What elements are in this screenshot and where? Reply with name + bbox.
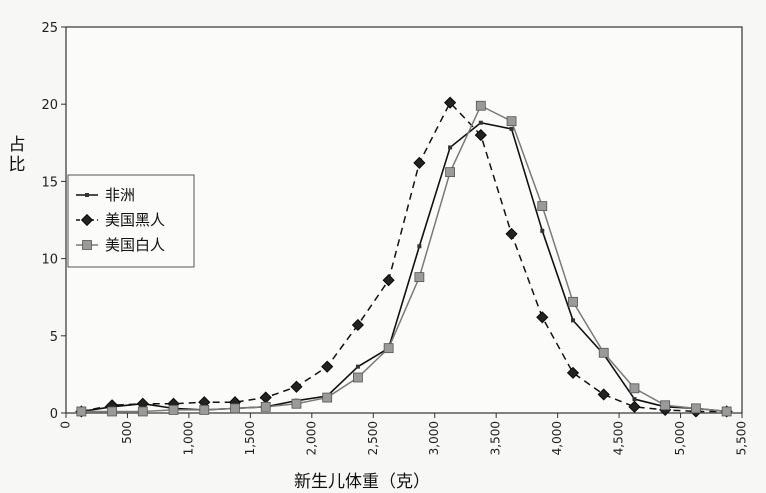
series-us-white [76, 100, 732, 417]
x-tick-label: 5,500 [735, 421, 749, 455]
y-tick-label: 5 [50, 330, 58, 345]
data-point [660, 400, 671, 411]
data-point [137, 406, 148, 417]
x-tick-label: 1,000 [181, 421, 195, 455]
x-tick-label: 0 [59, 421, 73, 429]
y-tick-label: 15 [41, 175, 58, 190]
data-point [536, 311, 549, 324]
x-tick-label: 500 [120, 421, 134, 444]
x-tick-label: 3,000 [427, 421, 441, 455]
data-point [475, 100, 486, 111]
series-line [81, 104, 727, 413]
x-axis-ticks: 0 500 1,000 1,500 2,000 2,500 3,000 3,500 4,000 4… [59, 413, 749, 455]
y-tick-label: 0 [50, 407, 58, 422]
x-tick-label: 2,500 [366, 421, 380, 455]
data-point [230, 403, 240, 414]
x-tick-label: 4,000 [550, 421, 564, 455]
data-point [571, 318, 575, 323]
data-point [321, 360, 334, 373]
x-tick-label: 1,500 [243, 421, 257, 455]
data-point [509, 126, 514, 131]
series-line [81, 101, 727, 413]
data-point [445, 167, 455, 178]
data-point [291, 398, 302, 409]
data-point [474, 129, 487, 142]
y-axis-ticks: 0 5 10 15 20 25 [41, 21, 66, 422]
data-point [351, 318, 364, 332]
data-point [353, 372, 363, 383]
data-point [568, 296, 578, 307]
legend-label: 美国白人 [105, 236, 165, 254]
data-point [448, 145, 453, 150]
y-tick-label: 25 [41, 21, 58, 36]
data-point [382, 274, 395, 287]
data-point [414, 272, 425, 283]
legend-swatch-marker [80, 213, 94, 227]
data-point [537, 201, 548, 212]
data-point [629, 383, 640, 394]
data-point [628, 400, 641, 413]
y-axis-title: 占比 [9, 135, 26, 175]
x-tick-label: 5,000 [673, 421, 687, 455]
legend-label: 非洲 [105, 186, 135, 204]
data-point [478, 120, 483, 125]
data-point [76, 406, 87, 417]
data-point [168, 405, 179, 415]
x-tick-label: 2,000 [304, 421, 318, 455]
data-point [383, 343, 394, 354]
data-point [505, 227, 518, 240]
y-tick-label: 20 [41, 98, 58, 113]
data-point [540, 228, 545, 233]
legend-label: 美国黑人 [105, 211, 165, 229]
data-point [290, 380, 303, 393]
legend-swatch-marker [82, 240, 92, 250]
data-point [444, 96, 457, 109]
data-point [721, 406, 732, 417]
data-point [597, 388, 610, 401]
data-point [632, 397, 637, 402]
data-point [413, 156, 426, 169]
data-point [566, 366, 580, 379]
data-point [322, 392, 333, 403]
y-tick-label: 10 [41, 253, 58, 268]
x-axis-title: 新生儿体重（克） [294, 472, 430, 492]
data-point [691, 403, 701, 414]
data-point [107, 406, 117, 417]
x-tick-label: 4,500 [612, 421, 626, 455]
data-point [260, 401, 271, 412]
series-layer [75, 96, 733, 418]
legend-swatch-marker [85, 193, 89, 197]
x-tick-label: 3,500 [489, 421, 503, 455]
data-point [506, 116, 517, 127]
data-point [355, 364, 360, 369]
data-point [199, 405, 210, 415]
data-point [417, 244, 422, 249]
data-point [598, 347, 609, 358]
series-line [81, 121, 727, 413]
